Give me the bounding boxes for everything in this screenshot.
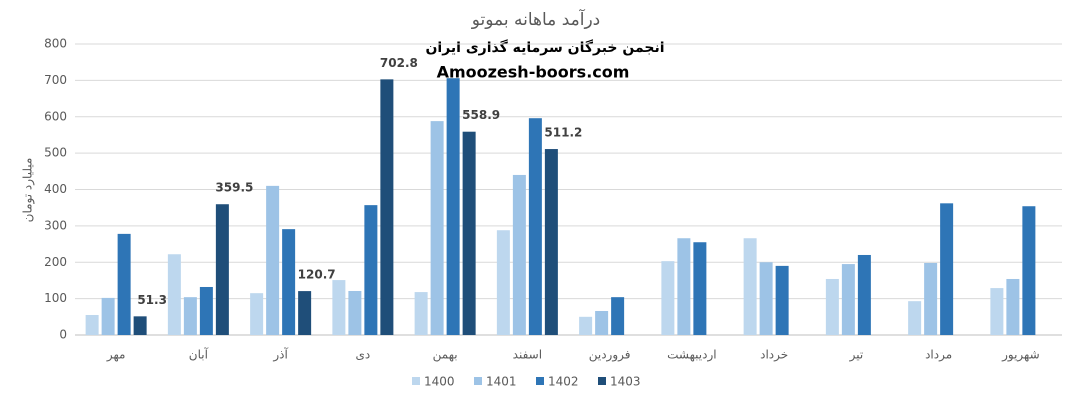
legend-swatch	[412, 377, 420, 385]
bar	[414, 292, 428, 335]
data-label: 702.8	[380, 56, 418, 70]
watermark: Amoozesh-boors.com	[437, 63, 630, 82]
bar	[512, 174, 526, 335]
bar	[528, 118, 542, 335]
bar	[775, 265, 789, 335]
data-label: 558.9	[462, 108, 500, 122]
bar	[332, 280, 346, 335]
bar	[430, 121, 444, 336]
watermark: انجمن خبرگان سرمایه گذاری ایران	[425, 39, 664, 56]
y-tick-label: 100	[44, 291, 67, 305]
bar	[282, 229, 296, 335]
bar	[1006, 278, 1020, 335]
x-tick-label: مهر	[106, 348, 126, 363]
bar	[759, 262, 773, 335]
bar	[183, 297, 197, 335]
bar	[595, 310, 609, 335]
x-tick-label: آذر	[272, 347, 288, 363]
bar	[364, 205, 378, 335]
bar	[611, 297, 625, 335]
data-label: 359.5	[215, 181, 253, 195]
data-label: 51.3	[137, 293, 167, 307]
bar	[825, 278, 839, 335]
x-tick-label: دی	[356, 348, 371, 362]
bar	[544, 149, 558, 335]
bar	[250, 293, 264, 335]
bar	[940, 203, 954, 335]
bar	[924, 262, 938, 335]
bar	[661, 261, 675, 335]
x-tick-label: اسفند	[513, 348, 542, 362]
data-label: 120.7	[298, 268, 336, 282]
y-tick-label: 300	[44, 218, 67, 232]
bar	[743, 238, 757, 335]
bar	[990, 288, 1004, 335]
y-axis-label: میلیارد تومان	[21, 158, 36, 223]
bar	[298, 291, 312, 335]
legend-swatch	[598, 377, 606, 385]
y-tick-label: 800	[44, 37, 67, 51]
x-tick-label: خرداد	[760, 348, 788, 363]
legend-label: 1401	[486, 375, 517, 389]
bar	[167, 254, 181, 335]
y-tick-label: 0	[59, 328, 67, 342]
legend-label: 1403	[610, 375, 641, 389]
y-tick-label: 200	[44, 255, 67, 269]
bar	[857, 254, 871, 335]
bar	[841, 264, 855, 335]
bar	[199, 286, 213, 335]
y-tick-label: 500	[44, 146, 67, 160]
x-tick-label: تیر	[849, 348, 864, 363]
chart-title: درآمد ماهانه بموتو	[471, 8, 600, 30]
x-tick-label: آبان	[189, 347, 209, 362]
legend-label: 1400	[424, 375, 455, 389]
bar	[446, 78, 460, 335]
x-tick-label: مرداد	[925, 348, 952, 363]
bar	[462, 131, 476, 335]
y-tick-label: 600	[44, 109, 67, 123]
y-tick-label: 400	[44, 182, 67, 196]
bar	[579, 316, 593, 335]
bar	[133, 316, 147, 335]
bar	[1022, 206, 1036, 335]
bar	[693, 242, 707, 335]
bar	[496, 230, 510, 335]
legend-label: 1402	[548, 375, 579, 389]
y-tick-label: 700	[44, 73, 67, 87]
x-tick-label: بهمن	[433, 348, 458, 363]
bar	[380, 79, 394, 335]
legend-swatch	[536, 377, 544, 385]
bar	[117, 233, 131, 335]
bar	[266, 185, 280, 335]
x-tick-label: اردیبهشت	[667, 348, 716, 363]
bar	[908, 301, 922, 335]
bar	[85, 314, 99, 335]
bar	[677, 238, 691, 335]
bar	[215, 204, 229, 335]
x-tick-label: شهریور	[1001, 348, 1040, 363]
bar	[101, 297, 115, 335]
bar	[348, 290, 362, 335]
x-tick-label: فروردین	[589, 348, 631, 363]
data-label: 511.2	[544, 126, 582, 140]
legend-swatch	[474, 377, 482, 385]
